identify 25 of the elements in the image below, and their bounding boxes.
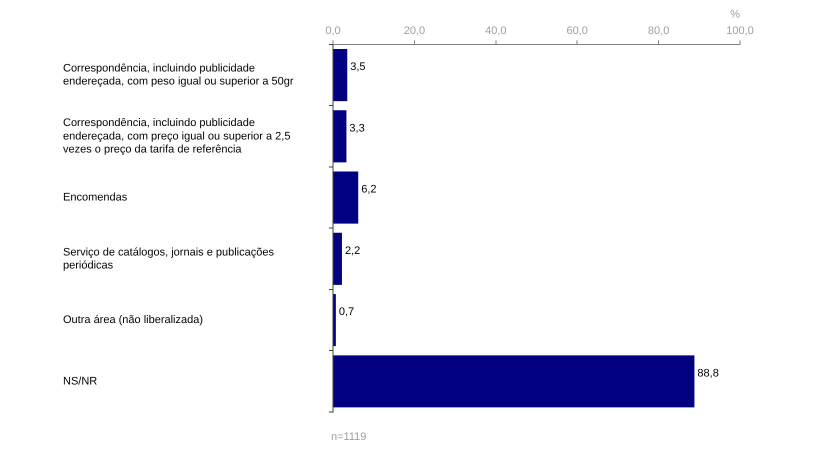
x-tick-label: 40,0 bbox=[485, 24, 507, 37]
data-label: 88,8 bbox=[697, 367, 719, 380]
x-tick-label: 60,0 bbox=[566, 24, 588, 37]
y-tick-label: NS/NR bbox=[63, 375, 98, 388]
x-tick-label: 0,0 bbox=[325, 24, 341, 37]
data-label: 6,2 bbox=[361, 184, 377, 196]
x-tick-label: 80,0 bbox=[648, 24, 670, 37]
y-tick-label: Correspondência, incluindo publicidade endereçada, com peso igual ou superior a 50gr bbox=[63, 62, 294, 88]
data-label: 3,3 bbox=[349, 122, 365, 134]
text: n=1119 bbox=[331, 431, 366, 444]
bar bbox=[334, 355, 694, 408]
y-tick-label: Serviço de catálogos, jornais e publicações periódicas bbox=[63, 246, 274, 272]
bar bbox=[334, 232, 342, 285]
x-axis-title: % bbox=[730, 8, 740, 21]
y-tick-label: Outra área (não liberalizada) bbox=[63, 314, 204, 326]
y-tick-label: Encomendas bbox=[63, 192, 128, 204]
y-tick-label: Correspondência, incluindo publicidade endereçada, com preço igual ou superior a 2,5 vezes o preço da tarifa de referência bbox=[63, 117, 290, 156]
data-label: 0,7 bbox=[338, 306, 354, 318]
bar bbox=[334, 172, 358, 224]
bar bbox=[334, 110, 346, 162]
x-tick-label: 20,0 bbox=[404, 24, 426, 37]
bar bbox=[334, 48, 348, 102]
data-label: 2,2 bbox=[344, 244, 360, 257]
data-label: 3,5 bbox=[350, 61, 366, 74]
x-tick-label: 100,0 bbox=[726, 24, 754, 37]
